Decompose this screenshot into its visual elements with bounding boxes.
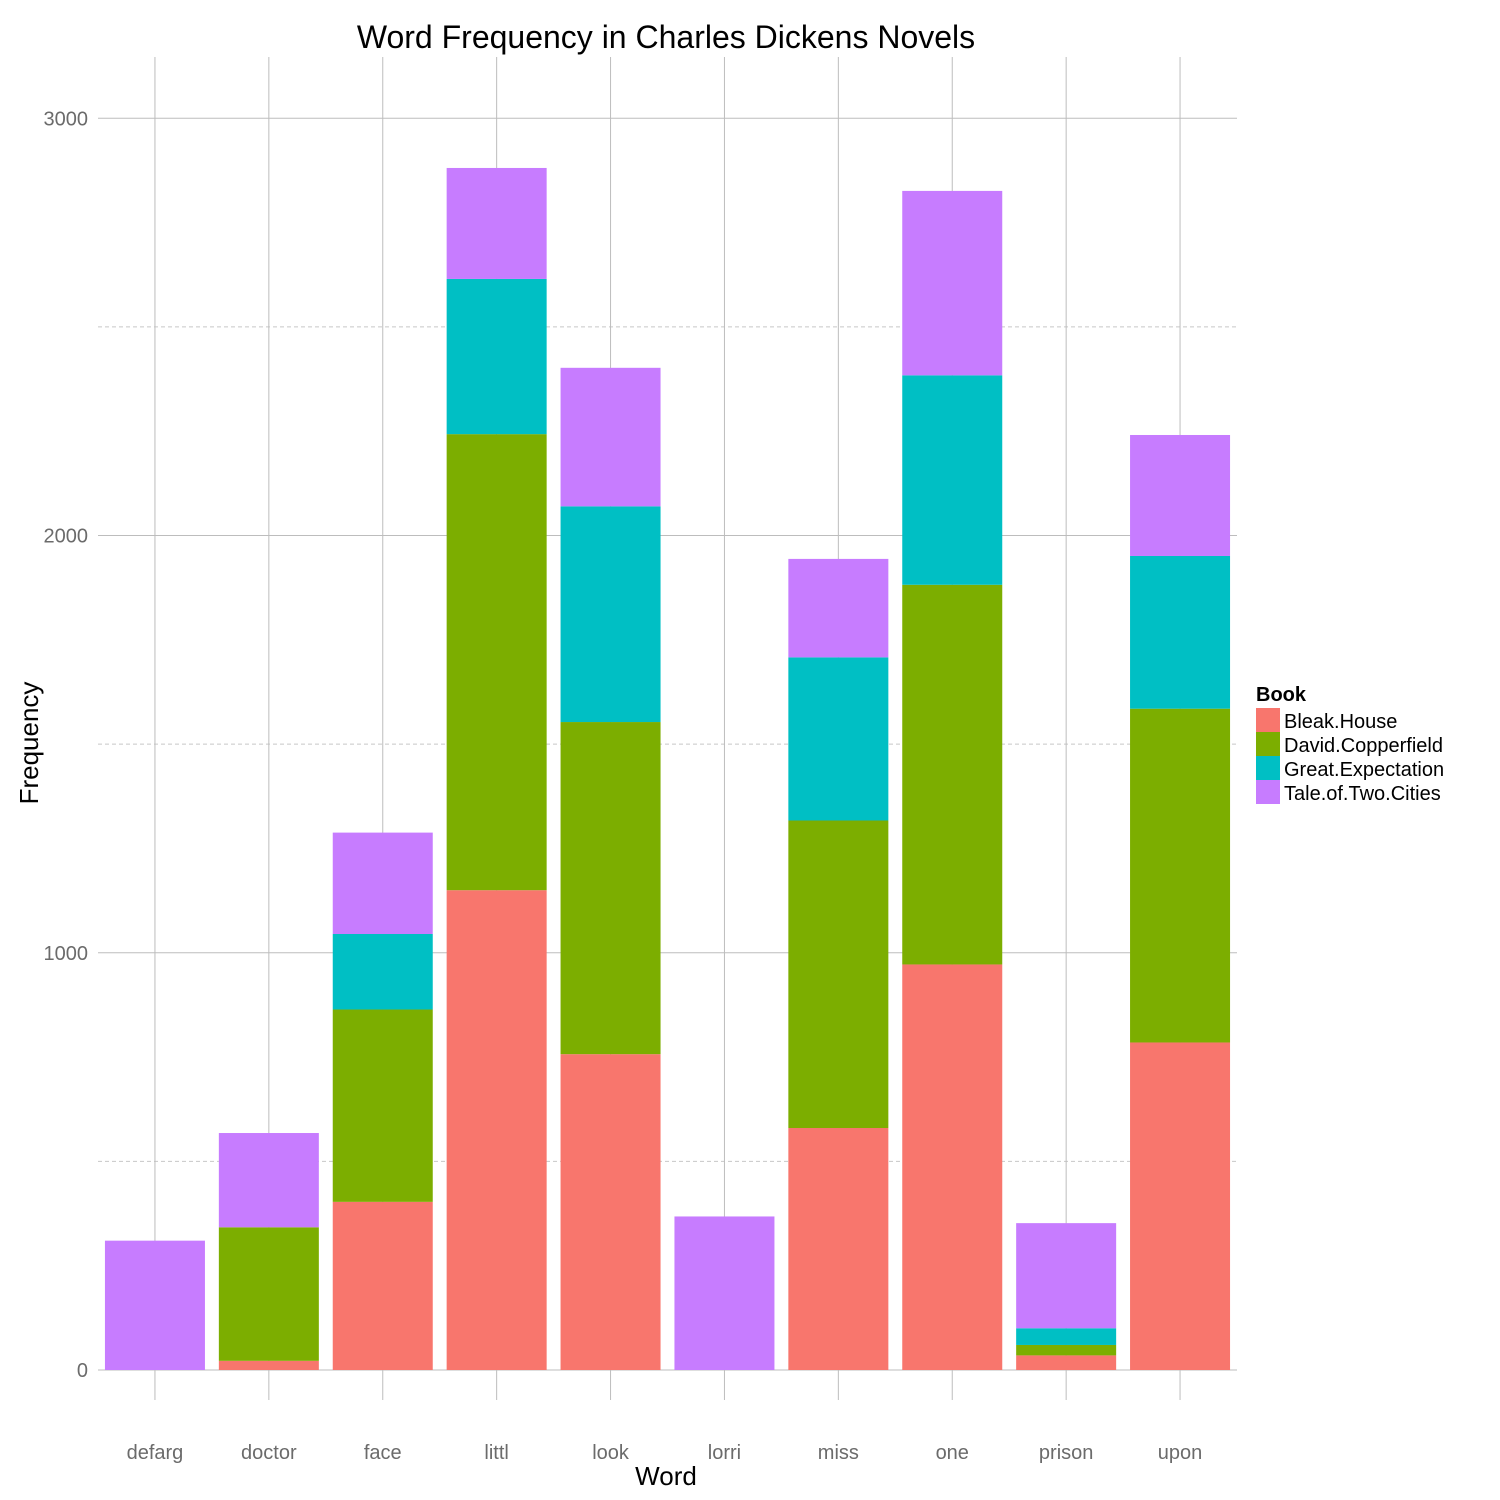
bar-segment-face-bleak-house <box>332 1201 433 1370</box>
bar-segment-doctor-david-copperfield <box>218 1227 319 1361</box>
bar-segment-doctor-tale-of-two-cities <box>218 1133 319 1228</box>
bar-segment-look-great-expectation <box>560 506 661 723</box>
bar-segment-upon-bleak-house <box>1130 1042 1231 1370</box>
bar-segment-doctor-bleak-house <box>218 1360 319 1370</box>
bar-segment-upon-tale-of-two-cities <box>1130 434 1231 556</box>
bar-segment-littl-great-expectation <box>446 278 547 435</box>
legend-swatch-tale-of-two-cities <box>1256 780 1280 804</box>
bar-segment-one-tale-of-two-cities <box>902 190 1003 376</box>
legend: Book Bleak.HouseDavid.CopperfieldGreat.E… <box>1256 684 1444 805</box>
bar-segment-prison-great-expectation <box>1016 1328 1117 1345</box>
x-tick-label: face <box>364 1442 402 1464</box>
bar-segment-littl-david-copperfield <box>446 434 547 891</box>
bar-segment-miss-tale-of-two-cities <box>788 558 889 658</box>
legend-label-great-expectation: Great.Expectation <box>1284 759 1444 781</box>
bar-segment-look-tale-of-two-cities <box>560 367 661 507</box>
bar-segment-face-tale-of-two-cities <box>332 832 433 934</box>
x-tick-label: miss <box>818 1442 859 1464</box>
legend-label-david-copperfield: David.Copperfield <box>1284 735 1443 757</box>
bar-segment-one-david-copperfield <box>902 584 1003 965</box>
y-axis-title: Frequency <box>14 682 44 805</box>
legend-title: Book <box>1256 684 1307 706</box>
y-tick-label: 1000 <box>44 943 89 965</box>
x-tick-label: doctor <box>241 1442 297 1464</box>
chart-title: Word Frequency in Charles Dickens Novels <box>357 19 975 55</box>
legend-swatch-david-copperfield <box>1256 732 1280 756</box>
legend-items: Bleak.HouseDavid.CopperfieldGreat.Expect… <box>1256 708 1444 805</box>
bar-segment-upon-great-expectation <box>1130 555 1231 709</box>
bar-segment-one-great-expectation <box>902 375 1003 585</box>
bar-segment-miss-great-expectation <box>788 657 889 821</box>
bar-segment-prison-tale-of-two-cities <box>1016 1223 1117 1329</box>
bar-segment-littl-bleak-house <box>446 890 547 1370</box>
y-tick-label: 0 <box>77 1360 88 1382</box>
bar-segment-defarg-tale-of-two-cities <box>104 1240 205 1370</box>
x-tick-label: look <box>592 1442 630 1464</box>
bar-segment-one-bleak-house <box>902 964 1003 1370</box>
legend-swatch-great-expectation <box>1256 756 1280 780</box>
x-tick-label: prison <box>1039 1442 1093 1464</box>
y-tick-label: 2000 <box>44 526 89 548</box>
bar-segment-look-bleak-house <box>560 1054 661 1370</box>
axis-layer: 0 1000 2000 3000 defarg doctor face littl look lo… <box>44 108 1203 1464</box>
legend-label-tale-of-two-cities: Tale.of.Two.Cities <box>1284 783 1441 805</box>
bars-layer <box>104 167 1231 1370</box>
bar-segment-face-great-expectation <box>332 933 433 1010</box>
x-axis-title: Word <box>635 1461 697 1491</box>
bar-segment-prison-bleak-house <box>1016 1355 1117 1370</box>
legend-swatch-bleak-house <box>1256 708 1280 732</box>
y-tick-label: 3000 <box>44 108 89 130</box>
x-tick-label: one <box>936 1442 969 1464</box>
bar-segment-prison-david-copperfield <box>1016 1344 1117 1356</box>
bar-segment-face-david-copperfield <box>332 1009 433 1202</box>
bar-segment-littl-tale-of-two-cities <box>446 167 547 279</box>
x-tick-label: upon <box>1158 1442 1203 1464</box>
legend-label-bleak-house: Bleak.House <box>1284 711 1397 733</box>
bar-segment-upon-david-copperfield <box>1130 708 1231 1043</box>
x-tick-label: littl <box>484 1442 508 1464</box>
x-tick-label: lorri <box>708 1442 741 1464</box>
x-tick-label: defarg <box>127 1442 184 1464</box>
bar-segment-miss-david-copperfield <box>788 820 889 1129</box>
bar-segment-miss-bleak-house <box>788 1128 889 1370</box>
bar-segment-look-david-copperfield <box>560 722 661 1055</box>
bar-segment-lorri-tale-of-two-cities <box>674 1216 775 1370</box>
